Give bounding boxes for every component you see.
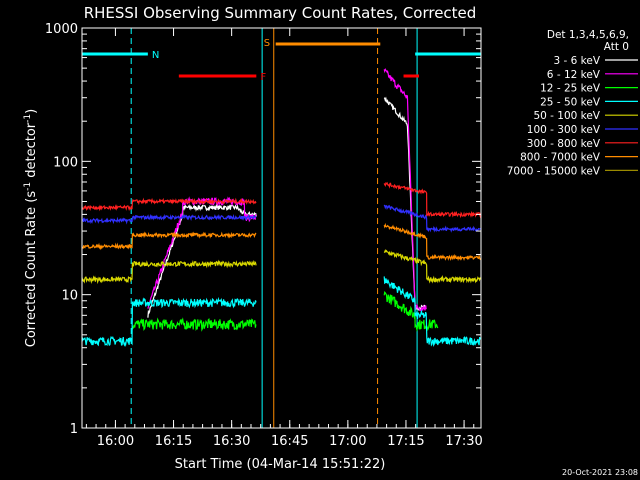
legend-label-6: 300 - 800 keV (527, 138, 601, 150)
plot-frame (81, 27, 482, 429)
legend-label-4: 50 - 100 keV (533, 110, 600, 122)
x-tick-label-3: 16:45 (271, 434, 308, 449)
series-line-pre-2 (131, 317, 257, 332)
y-axis-label-sup1: -1 (23, 182, 33, 191)
series-6 (81, 181, 482, 219)
legend-label-0: 3 - 6 keV (553, 55, 600, 67)
series-line-post-0 (383, 96, 427, 311)
series-0 (147, 96, 427, 318)
legend-label-5: 100 - 300 keV (527, 124, 601, 136)
series-line-post-2 (383, 291, 439, 332)
flag-label-S: S (264, 38, 270, 49)
y-tick-label-0: 1 (70, 422, 78, 437)
legend-header-0: Det 1,3,4,5,6,9, (547, 29, 629, 41)
y-axis-label-end: ) (24, 109, 39, 114)
plot-area: N F S (81, 28, 482, 428)
series-2 (131, 291, 439, 332)
x-tick-label-0: 16:00 (97, 434, 134, 449)
axis-ticks: 16:00 16:15 16:30 16:45 17:00 17:15 17:30 1 10 10… (45, 22, 483, 449)
x-tick-label-6: 17:30 (445, 434, 482, 449)
series-line-pre-6 (81, 197, 257, 212)
legend-label-3: 25 - 50 keV (540, 96, 601, 108)
y-axis-label: Corrected Count Rate (s-1 detector-1) (23, 109, 39, 347)
y-axis-label-tail: detector (24, 122, 39, 182)
y-axis-label-main: Corrected Count Rate (s (24, 191, 39, 348)
legend-label-1: 6 - 12 keV (547, 69, 601, 81)
legend-label-7: 800 - 7000 keV (520, 152, 601, 164)
y-tick-label-3: 1000 (45, 22, 78, 37)
series-line-pre-7 (81, 231, 257, 251)
flag-label-N: N (152, 50, 159, 61)
x-tick-label-2: 16:30 (213, 434, 250, 449)
series-line-pre-3 (81, 296, 257, 347)
series-5 (82, 204, 481, 233)
series-line-post-7 (383, 222, 482, 262)
series-line-post-4 (383, 249, 482, 284)
legend-label-2: 12 - 25 keV (540, 83, 601, 95)
legend-header-1: Att 0 (604, 41, 629, 53)
legend-label-8: 7000 - 15000 keV (507, 165, 601, 177)
y-tick-label-2: 100 (53, 155, 78, 170)
series-7 (81, 222, 482, 262)
timestamp: 20-Oct-2021 23:08 (562, 468, 638, 477)
series-line-pre-5 (82, 213, 257, 225)
series-1 (147, 67, 427, 313)
series-3 (81, 276, 482, 347)
series-line-post-5 (383, 204, 481, 233)
series-line-post-1 (383, 67, 427, 313)
y-axis-label-sup2: -1 (23, 114, 33, 123)
x-tick-label-5: 17:15 (387, 434, 424, 449)
y-tick-label-1: 10 (61, 289, 78, 304)
x-tick-label-1: 16:15 (155, 434, 192, 449)
series-line-post-3 (383, 276, 482, 347)
series-line-pre-0 (147, 203, 257, 318)
legend: Det 1,3,4,5,6,9,Att 0 3 - 6 keV 6 - 12 keV… (507, 29, 638, 177)
series-4 (81, 249, 482, 285)
x-tick-label-4: 17:00 (329, 434, 366, 449)
series-line-post-6 (383, 181, 482, 219)
chart-title: RHESSI Observing Summary Count Rates, Co… (84, 4, 477, 22)
flag-label-F: F (260, 72, 266, 83)
series-line-pre-4 (81, 259, 257, 285)
x-axis-label: Start Time (04-Mar-14 15:51:22) (175, 457, 386, 472)
